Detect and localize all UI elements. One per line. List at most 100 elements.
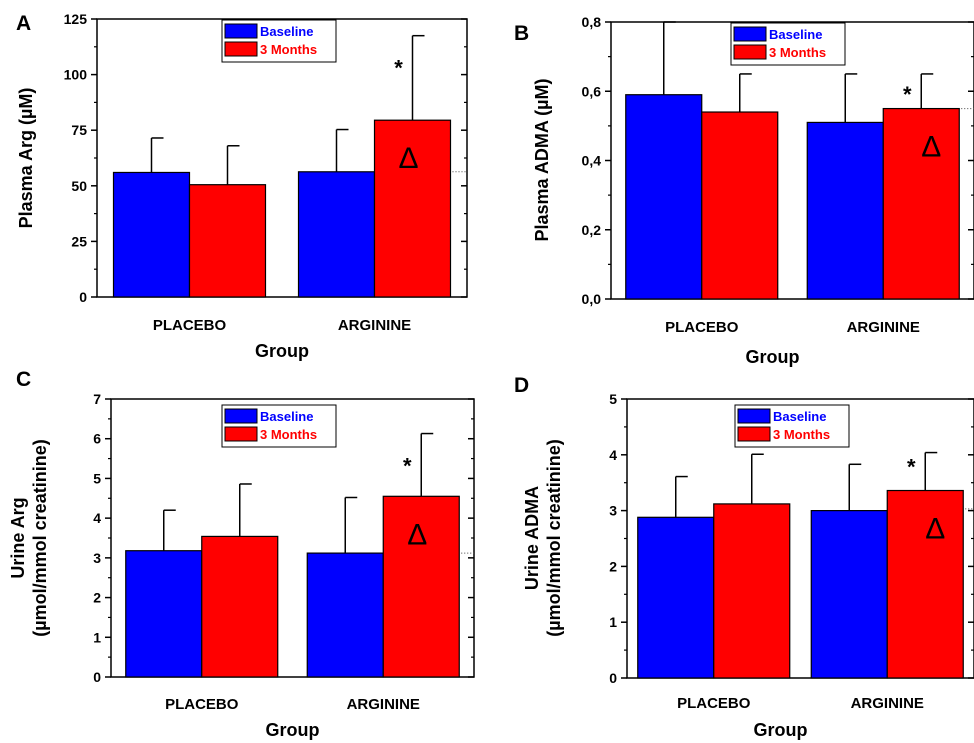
legend-entry: 3 Months	[769, 45, 826, 60]
legend: Baseline 3 Months	[221, 19, 337, 63]
bar-arginine-baseline	[806, 121, 884, 300]
legend-entry: 3 Months	[260, 42, 317, 57]
panel-b: B 0,0 0,2 0,4 0,6 0,8 * Δ PLACEBO ARGININE Group Pl…	[514, 14, 974, 367]
significance-delta: Δ	[925, 513, 945, 546]
legend-entry: Baseline	[260, 24, 313, 39]
bar-placebo-baseline	[125, 550, 203, 678]
legend-entry: Baseline	[769, 27, 822, 42]
y-tick-label: 5	[93, 470, 101, 486]
legend: Baseline 3 Months	[734, 404, 850, 448]
y-tick-label: 5	[609, 391, 617, 407]
panel-a: A 0 25 50 75 100 125 * Δ PLACEBO ARGININE Group Plas…	[16, 11, 468, 361]
legend-swatch	[737, 408, 771, 424]
x-category-label: PLACEBO	[165, 696, 239, 713]
legend-swatch	[733, 44, 767, 60]
y-tick-label: 0,6	[582, 83, 602, 99]
legend-swatch	[224, 408, 258, 424]
significance-star: *	[403, 454, 412, 479]
y-axis-title: Urine ADMA (µmol/mmol creatinine)	[522, 439, 564, 636]
y-axis-title: Plasma Arg (µM)	[16, 88, 36, 229]
y-tick-label: 1	[609, 614, 617, 630]
bar-placebo-3-months	[188, 184, 267, 298]
y-tick-label: 1	[93, 629, 101, 645]
y-axis-title-line: Plasma Arg (µM)	[16, 88, 36, 229]
y-tick-label: 0	[609, 670, 617, 686]
y-tick-label: 75	[71, 122, 87, 138]
x-category-label: PLACEBO	[665, 319, 739, 336]
x-category-label: ARGININE	[847, 319, 920, 336]
bar-placebo-3-months	[713, 503, 791, 679]
y-tick-label: 125	[64, 11, 88, 27]
y-tick-label: 4	[609, 447, 617, 463]
x-axis-title: Group	[255, 341, 309, 361]
y-tick-label: 7	[93, 391, 101, 407]
y-tick-label: 0,4	[582, 153, 602, 169]
bar-arginine-3-months	[382, 495, 460, 678]
y-axis-title: Plasma ADMA (µM)	[532, 78, 552, 241]
legend: Baseline 3 Months	[730, 22, 846, 66]
legend-swatch	[224, 426, 258, 442]
y-tick-label: 0,0	[582, 291, 602, 307]
y-tick-label: 0,8	[582, 14, 602, 30]
y-tick-label: 2	[609, 558, 617, 574]
legend: Baseline 3 Months	[221, 404, 337, 448]
x-axis-title: Group	[266, 720, 320, 740]
y-tick-label: 0	[93, 669, 101, 685]
legend-swatch	[733, 26, 767, 42]
y-tick-label: 4	[93, 510, 101, 526]
y-axis-title-line: (µmol/mmol creatinine)	[30, 439, 50, 636]
bar-arginine-baseline	[297, 171, 376, 298]
legend-swatch	[224, 41, 258, 57]
bar-arginine-baseline	[306, 552, 384, 678]
y-axis-title-line: Urine Arg	[8, 497, 28, 578]
y-tick-label: 3	[93, 550, 101, 566]
y-tick-label: 0,2	[582, 222, 602, 238]
bar-placebo-3-months	[201, 535, 279, 678]
panel-c: C 0 1 2 3 4 5 6 7 * Δ PLACEBO ARGININE Group Urine Arg…	[8, 368, 475, 740]
significance-star: *	[903, 82, 912, 107]
y-axis-title-line: Plasma ADMA (µM)	[532, 78, 552, 241]
x-axis-title: Group	[746, 347, 800, 367]
bar-placebo-baseline	[637, 516, 715, 679]
x-category-label: ARGININE	[338, 317, 411, 334]
y-tick-label: 25	[71, 233, 87, 249]
legend-swatch	[737, 426, 771, 442]
y-tick-label: 100	[64, 67, 88, 83]
x-category-label: PLACEBO	[153, 317, 227, 334]
legend-entry: Baseline	[773, 409, 826, 424]
significance-star: *	[394, 56, 403, 81]
x-category-label: ARGININE	[347, 696, 420, 713]
legend-swatch	[224, 23, 258, 39]
x-category-label: ARGININE	[851, 695, 924, 712]
bar-placebo-3-months	[701, 111, 779, 300]
significance-delta: Δ	[398, 142, 418, 175]
bar-placebo-baseline	[112, 171, 191, 298]
y-axis-title: Urine Arg (µmol/mmol creatinine)	[8, 439, 50, 636]
panel-d: D 0 1 2 3 4 5 * Δ PLACEBO ARGININE Group Urine ADMA(…	[514, 374, 974, 740]
x-category-label: PLACEBO	[677, 695, 751, 712]
panel-label: A	[16, 12, 31, 35]
legend-entry: 3 Months	[260, 427, 317, 442]
y-tick-label: 0	[79, 289, 87, 305]
bar-arginine-3-months	[373, 119, 452, 298]
bar-arginine-3-months	[882, 107, 960, 300]
significance-delta: Δ	[407, 518, 427, 551]
significance-star: *	[907, 455, 916, 480]
y-axis-title-line: (µmol/mmol creatinine)	[544, 439, 564, 636]
y-tick-label: 50	[71, 178, 87, 194]
panel-label: B	[514, 22, 529, 45]
significance-delta: Δ	[921, 131, 941, 164]
legend-entry: Baseline	[260, 409, 313, 424]
y-tick-label: 6	[93, 431, 101, 447]
y-axis-title-line: Urine ADMA	[522, 486, 542, 590]
y-tick-label: 2	[93, 590, 101, 606]
legend-entry: 3 Months	[773, 427, 830, 442]
panel-label: C	[16, 368, 31, 391]
bar-arginine-3-months	[886, 489, 964, 679]
x-axis-title: Group	[754, 720, 808, 740]
panel-label: D	[514, 374, 529, 397]
y-tick-label: 3	[609, 503, 617, 519]
bar-arginine-baseline	[810, 510, 888, 679]
bar-placebo-baseline	[625, 94, 703, 300]
